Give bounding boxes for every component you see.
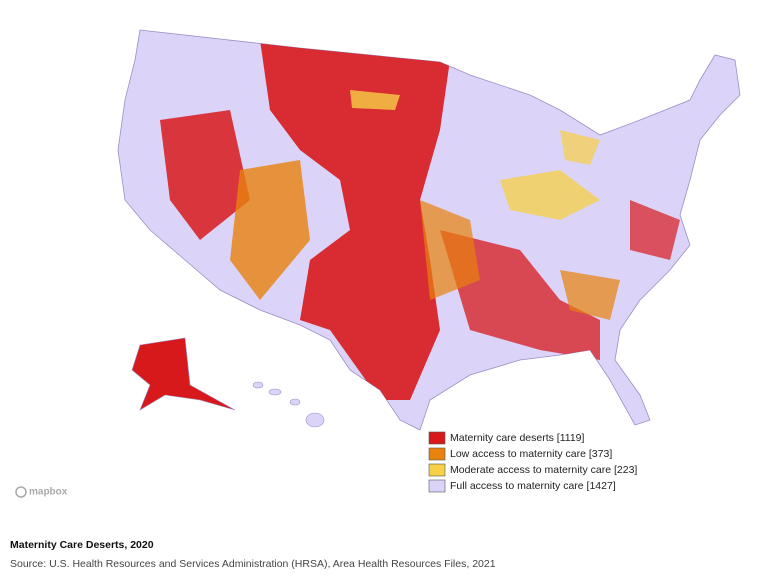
us-map [117, 29, 741, 431]
legend-swatch [428, 447, 446, 461]
mapbox-logo: mapbox [15, 486, 68, 498]
legend-label: Maternity care deserts [1119] [450, 432, 585, 444]
footer-title: Maternity Care Deserts, 2020 [10, 539, 154, 551]
legend-box [424, 428, 636, 494]
legend-swatch [428, 431, 446, 445]
legend: Maternity care deserts [1119] Low access … [428, 431, 637, 493]
legend-label: Moderate access to maternity care [223] [450, 464, 637, 476]
footer-source: Source: U.S. Health Resources and Servic… [10, 558, 496, 570]
legend-label: Low access to maternity care [373] [450, 448, 612, 460]
attribution: mapbox [29, 487, 68, 498]
legend-swatch [428, 463, 446, 477]
legend-label: Full access to maternity care [1427] [450, 480, 616, 492]
legend-swatch [428, 479, 446, 493]
